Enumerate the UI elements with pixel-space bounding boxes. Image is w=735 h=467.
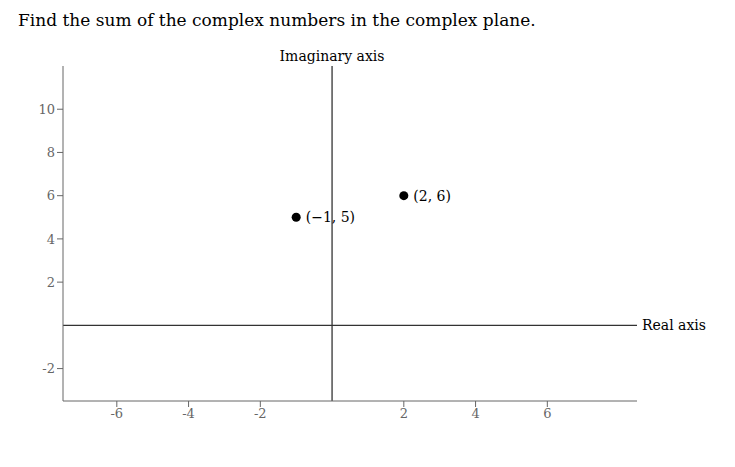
- svg-text:(−1, 5): (−1, 5): [306, 209, 355, 225]
- svg-text:6: 6: [47, 188, 55, 203]
- svg-text:4: 4: [471, 406, 479, 421]
- svg-text:-6: -6: [110, 406, 123, 421]
- svg-text:2: 2: [400, 406, 408, 421]
- svg-text:2: 2: [47, 275, 55, 290]
- svg-text:-4: -4: [182, 406, 195, 421]
- svg-text:(2, 6): (2, 6): [413, 188, 451, 204]
- svg-text:-2: -2: [42, 361, 55, 376]
- svg-text:4: 4: [47, 232, 55, 247]
- svg-text:-2: -2: [254, 406, 267, 421]
- html-text:Find the sum of the complex nu: Find the sum of the complex numbers in t…: [18, 10, 536, 30]
- svg-text:8: 8: [47, 145, 55, 160]
- svg-text:6: 6: [543, 406, 551, 421]
- svg-text:Imaginary axis: Imaginary axis: [280, 48, 385, 64]
- svg-text:Real axis: Real axis: [642, 317, 706, 333]
- svg-text:10: 10: [38, 102, 55, 117]
